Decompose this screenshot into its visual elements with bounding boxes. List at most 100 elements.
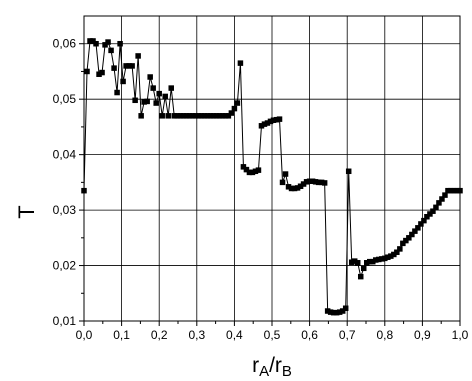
data-point: [445, 187, 451, 194]
data-point: [327, 309, 334, 315]
data-point: [364, 260, 370, 266]
data-point: [114, 89, 120, 96]
data-point: [210, 113, 217, 119]
data-point: [288, 185, 295, 192]
data-point: [270, 117, 277, 123]
x-tick-label: 0,2: [151, 328, 168, 342]
data-point: [243, 166, 250, 173]
data-point: [135, 53, 141, 59]
y-tick-label: 0,05: [53, 92, 77, 106]
data-point: [303, 179, 310, 185]
data-point: [357, 273, 364, 280]
x-axis-title-main: r: [252, 354, 259, 377]
data-point: [132, 97, 138, 104]
data-point: [391, 251, 397, 258]
data-point: [424, 214, 430, 220]
data-point: [306, 178, 313, 184]
data-point: [219, 113, 226, 119]
x-tick-label: 0,1: [113, 328, 130, 342]
data-point: [180, 113, 187, 119]
data-point: [412, 228, 418, 234]
data-point: [376, 256, 382, 263]
data-point: [318, 179, 325, 186]
y-tick-label: 0,04: [53, 148, 77, 162]
data-point: [457, 187, 463, 194]
data-point: [246, 169, 253, 176]
data-point: [147, 74, 153, 80]
data-point: [427, 211, 433, 217]
data-point: [261, 121, 268, 127]
data-point: [370, 258, 376, 265]
data-point: [273, 116, 280, 123]
data-point: [156, 90, 162, 97]
data-point: [285, 184, 292, 190]
data-point: [96, 71, 102, 77]
data-point: [141, 99, 147, 105]
data-point: [177, 113, 184, 119]
y-tick-label: 0,06: [53, 37, 77, 51]
data-point: [360, 265, 367, 272]
data-point: [237, 60, 244, 66]
data-point: [195, 113, 202, 119]
data-point: [400, 240, 406, 247]
data-point: [330, 309, 337, 316]
data-point: [99, 69, 105, 76]
data-point: [315, 179, 322, 186]
y-axis-title: T: [14, 205, 39, 218]
data-point: [198, 113, 205, 119]
data-point: [123, 63, 129, 69]
x-tick-label: 0,8: [376, 328, 393, 342]
data-point: [321, 180, 328, 186]
data-point: [249, 169, 256, 176]
data-point: [222, 113, 229, 119]
data-point: [255, 167, 262, 173]
data-point: [403, 237, 409, 244]
data-point: [183, 113, 190, 119]
data-point: [276, 116, 283, 122]
data-point: [345, 168, 352, 175]
data-point: [433, 204, 439, 211]
data-point: [201, 113, 208, 119]
data-point: [213, 113, 220, 119]
x-axis-title: rA/rB: [252, 354, 292, 380]
data-point: [388, 253, 394, 259]
x-tick-label: 0,5: [264, 328, 281, 342]
data-point: [451, 187, 457, 194]
data-point: [406, 235, 412, 241]
data-point: [279, 179, 286, 186]
data-point: [297, 183, 304, 189]
data-point: [192, 113, 199, 119]
data-point: [373, 257, 379, 263]
data-point: [454, 187, 460, 194]
x-tick-label: 0,0: [76, 328, 93, 342]
x-tick-label: 0,4: [226, 328, 243, 342]
x-axis-title-sub-b: B: [282, 363, 292, 380]
data-point: [312, 179, 319, 185]
data-point: [385, 254, 391, 260]
data-point: [264, 120, 271, 126]
data-point: [282, 171, 289, 177]
data-point: [120, 78, 126, 85]
data-point: [87, 38, 93, 44]
data-point: [216, 113, 223, 119]
data-point: [351, 258, 358, 264]
data-point: [354, 260, 361, 266]
data-point: [418, 221, 424, 227]
x-tick-label: 0,6: [301, 328, 318, 342]
data-point: [144, 98, 150, 105]
data-point: [204, 113, 211, 119]
data-point: [300, 181, 307, 187]
axis-ticks: [79, 43, 461, 326]
data-point: [84, 68, 90, 75]
data-point: [228, 110, 235, 116]
x-axis-title-sub-a: A: [259, 363, 269, 380]
data-point: [294, 185, 301, 191]
x-tick-label: 0,7: [339, 328, 356, 342]
data-point: [240, 164, 247, 170]
y-tick-label: 0,01: [53, 314, 77, 328]
data-point: [117, 40, 123, 47]
data-point: [105, 39, 111, 45]
data-point: [90, 38, 96, 44]
data-markers: [81, 38, 463, 316]
